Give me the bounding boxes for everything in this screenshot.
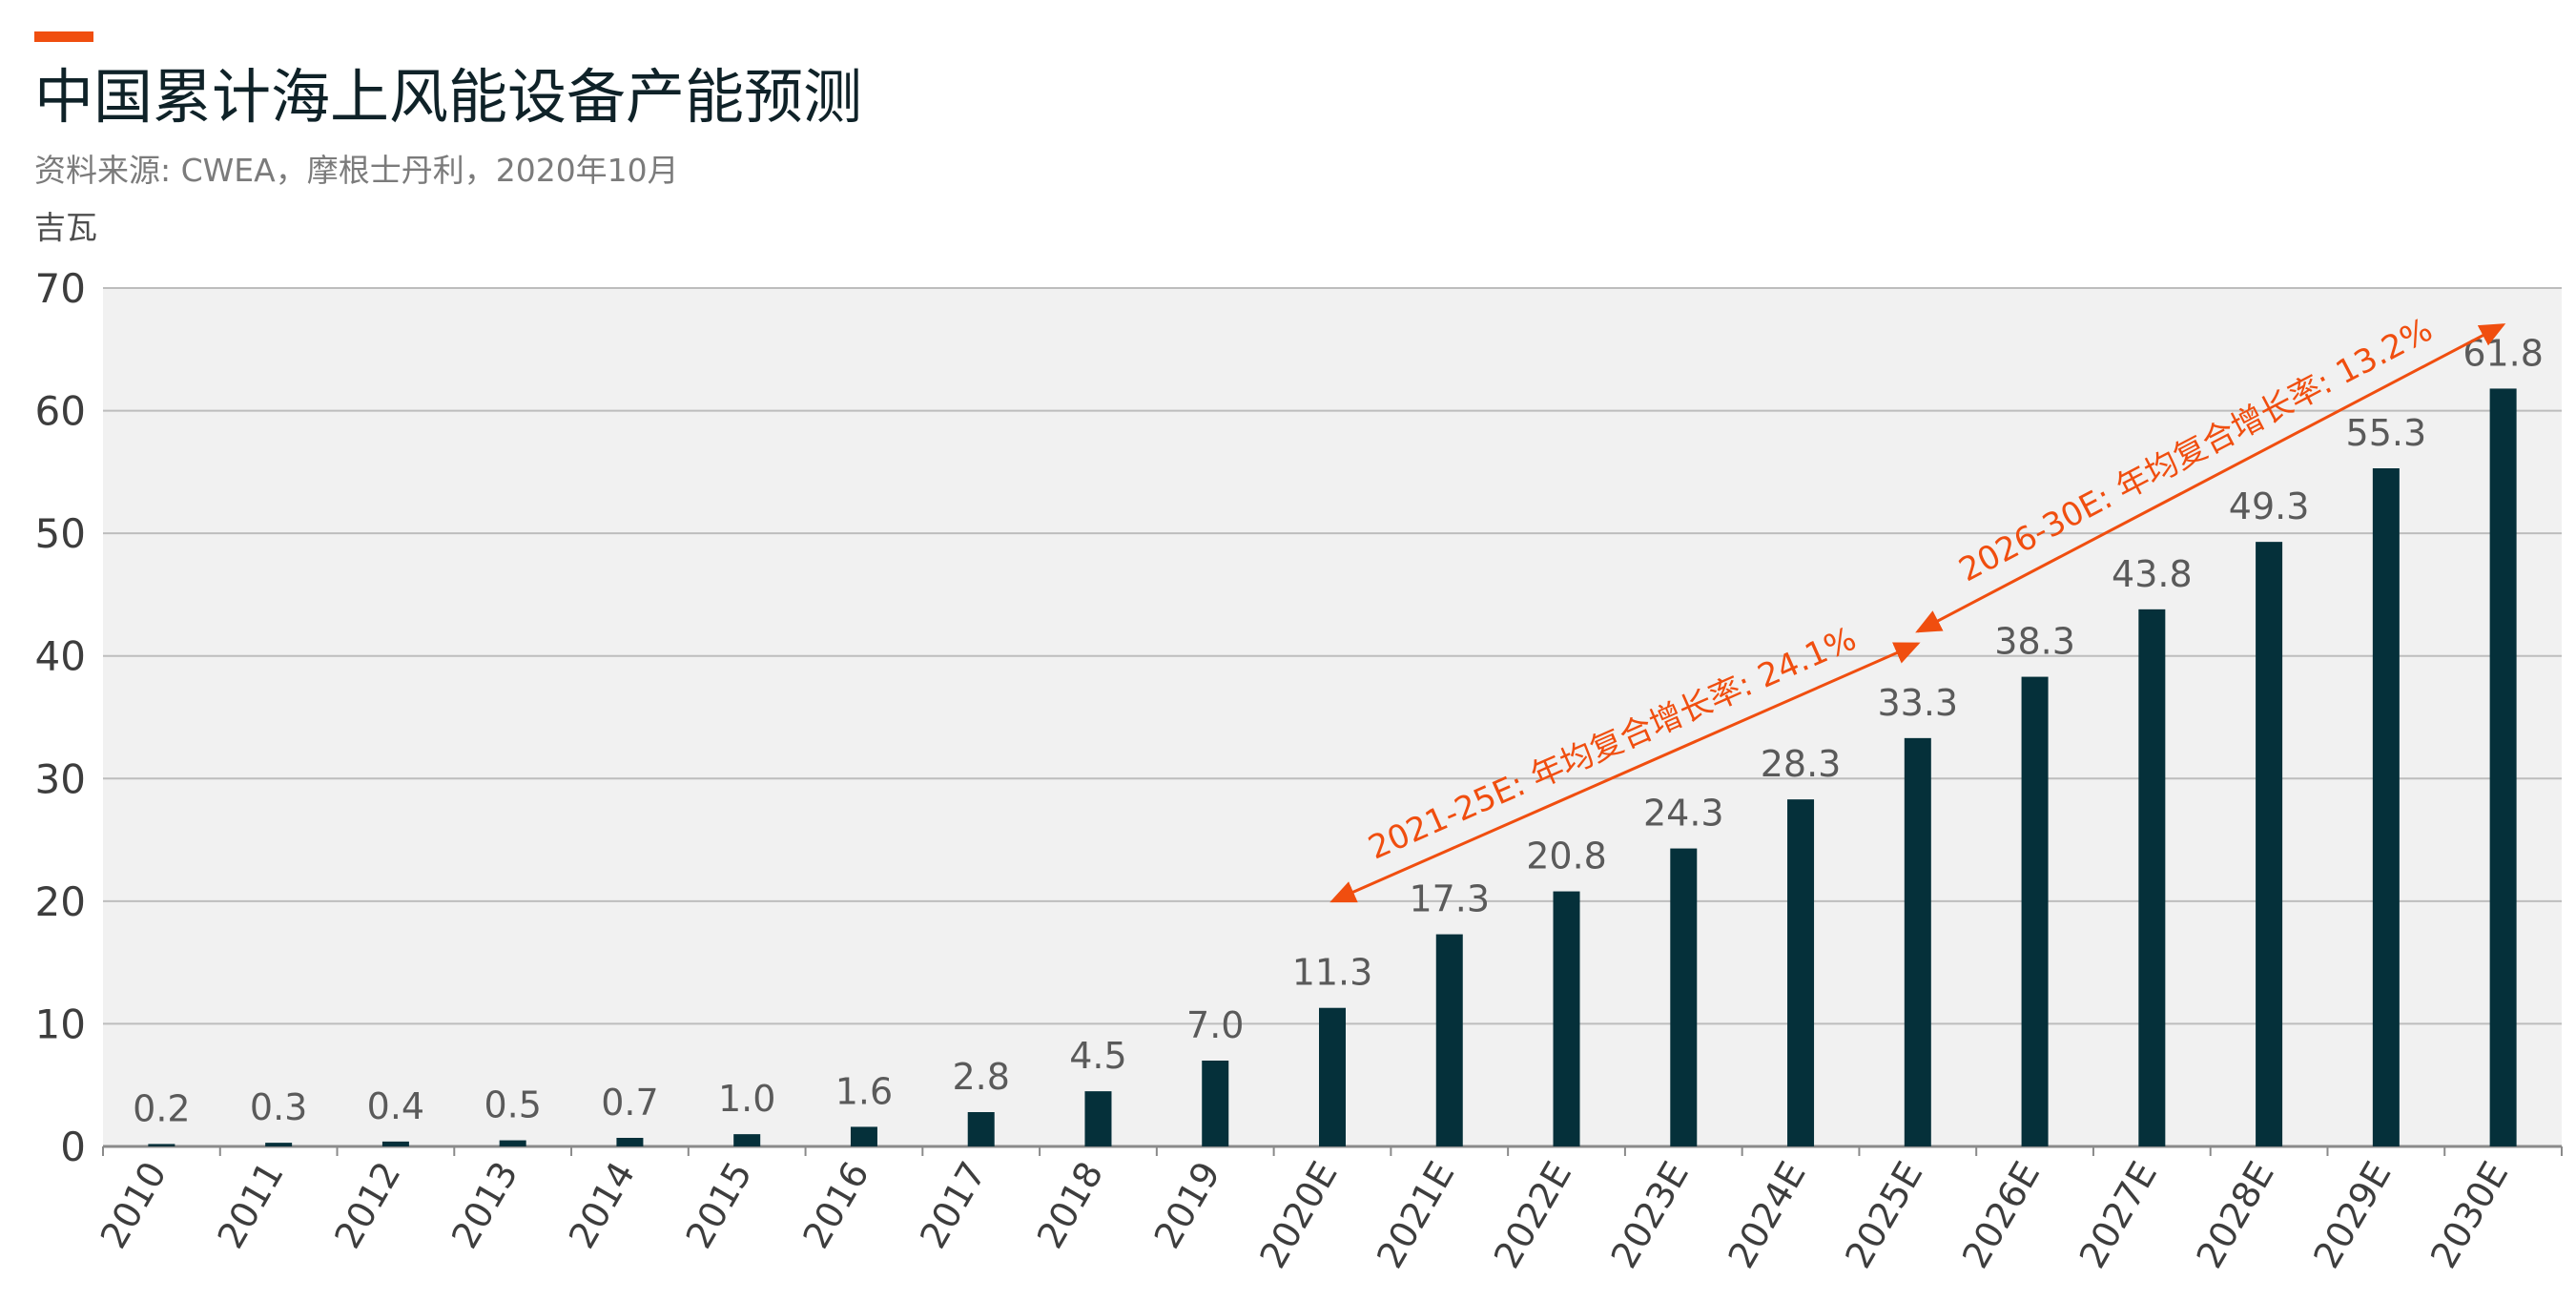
data-label: 0.5	[484, 1084, 541, 1126]
bar	[148, 1144, 175, 1146]
y-tick-label: 20	[35, 878, 86, 925]
x-tick-label: 2029E	[2305, 1155, 2399, 1276]
data-label: 1.6	[835, 1070, 893, 1112]
bar	[1319, 1007, 1346, 1146]
bar	[850, 1126, 877, 1146]
data-label: 49.3	[2229, 485, 2310, 527]
bar	[1202, 1061, 1229, 1146]
x-axis: 2010 2011 2012 2013 2014 2015 2016 2017 2018 2019…	[93, 1146, 2563, 1276]
x-tick-label: 2023E	[1603, 1155, 1697, 1276]
x-tick-label: 2025E	[1837, 1155, 1930, 1276]
y-tick-label: 70	[35, 265, 86, 312]
data-label: 7.0	[1186, 1004, 1244, 1046]
accent-bar	[34, 31, 93, 42]
bar	[1084, 1091, 1112, 1146]
x-tick-label: 2019	[1146, 1155, 1228, 1256]
bar	[2021, 676, 2049, 1146]
x-tick-label: 2015	[678, 1155, 760, 1256]
data-label: 0.3	[250, 1086, 307, 1128]
bar	[1787, 799, 1815, 1146]
cagr-arrow	[1329, 642, 1921, 903]
data-label: 28.3	[1761, 743, 1842, 785]
x-tick-label: 2012	[326, 1155, 408, 1256]
data-label: 38.3	[1994, 621, 2075, 663]
bar	[2489, 388, 2517, 1146]
data-label: 1.0	[718, 1078, 775, 1120]
x-tick-label: 2017	[912, 1155, 994, 1256]
bar	[616, 1138, 644, 1146]
data-label: 20.8	[1526, 836, 1607, 877]
y-axis-unit: 吉瓦	[34, 209, 97, 246]
x-tick-label: 2013	[443, 1155, 526, 1256]
chart-title: 中国累计海上风能设备产能预测	[34, 62, 863, 132]
x-tick-label: 2024E	[1720, 1155, 1813, 1276]
data-label: 33.3	[1878, 682, 1959, 724]
data-label: 24.3	[1643, 793, 1724, 835]
y-tick-label: 30	[35, 755, 86, 802]
cagr-arrow	[1915, 323, 2506, 633]
data-label: 0.2	[133, 1087, 190, 1129]
y-tick-label: 60	[35, 388, 86, 435]
x-tick-label: 2026E	[1954, 1155, 2048, 1276]
y-axis: 0 10 20 30 40 50 60 70	[35, 265, 86, 1170]
data-label: 17.3	[1409, 878, 1490, 920]
bar	[1670, 848, 1698, 1146]
y-tick-label: 50	[35, 510, 86, 557]
x-tick-label: 2028E	[2188, 1155, 2281, 1276]
bar	[1435, 934, 1463, 1146]
x-tick-label: 2010	[93, 1155, 175, 1256]
x-tick-label: 2021E	[1369, 1155, 1462, 1276]
data-label: 11.3	[1292, 952, 1373, 994]
bar	[499, 1140, 526, 1146]
data-label: 2.8	[952, 1056, 1009, 1098]
bar	[2138, 609, 2166, 1146]
source-note: 资料来源: CWEA，摩根士丹利，2020年10月	[34, 152, 679, 189]
x-tick-label: 2030E	[2422, 1155, 2516, 1276]
data-label: 43.8	[2112, 553, 2193, 595]
y-tick-label: 40	[35, 633, 86, 680]
x-tick-label: 2014	[561, 1155, 643, 1256]
x-tick-label: 2027E	[2071, 1155, 2165, 1276]
x-tick-label: 2020E	[1251, 1155, 1345, 1276]
x-tick-label: 2011	[209, 1155, 291, 1256]
x-tick-label: 2018	[1029, 1155, 1111, 1256]
data-label: 0.7	[601, 1082, 658, 1124]
bar	[265, 1143, 293, 1146]
bar	[1553, 891, 1580, 1146]
x-tick-label: 2016	[794, 1155, 876, 1256]
bar	[2256, 542, 2283, 1146]
data-label: 4.5	[1069, 1035, 1126, 1077]
bar	[2372, 468, 2400, 1146]
bar	[733, 1134, 761, 1146]
bar	[967, 1112, 995, 1146]
y-tick-label: 10	[35, 1001, 86, 1047]
bar	[1904, 737, 1931, 1146]
y-tick-label: 0	[60, 1124, 86, 1170]
data-label: 0.4	[367, 1085, 424, 1127]
data-label: 55.3	[2346, 412, 2427, 454]
x-tick-label: 2022E	[1486, 1155, 1579, 1276]
bar	[381, 1141, 409, 1146]
